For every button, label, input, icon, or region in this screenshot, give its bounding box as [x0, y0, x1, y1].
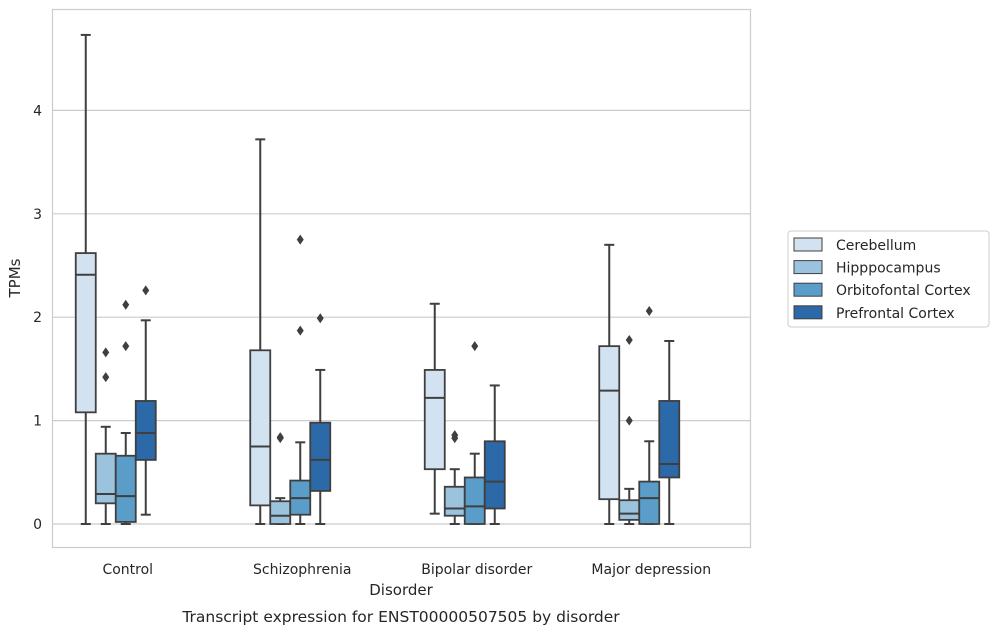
- x-tick-label: Control: [102, 562, 153, 578]
- outlier-point: [471, 341, 479, 352]
- x-tick-label: Major depression: [591, 562, 711, 578]
- box-body: [249, 349, 272, 507]
- y-tick-label: 3: [33, 207, 42, 223]
- box-series: [74, 33, 681, 525]
- plot-area-border: [51, 8, 752, 549]
- legend-label: Hipppocampus: [836, 261, 941, 277]
- box: [638, 305, 661, 525]
- outlier-point: [276, 432, 284, 443]
- x-tick-label: Bipolar disorder: [421, 562, 532, 578]
- outlier-point: [316, 313, 324, 324]
- legend-swatch: [793, 305, 823, 320]
- box-body: [114, 454, 137, 523]
- box-body: [423, 369, 446, 471]
- outlier-point: [102, 372, 110, 383]
- box: [658, 339, 681, 525]
- box-body: [309, 421, 332, 492]
- series-0: [74, 33, 621, 525]
- box-body: [638, 480, 661, 525]
- legend-label: Orbitofontal Cortex: [836, 283, 971, 299]
- box: [249, 138, 272, 525]
- legend-label: Prefrontal Cortex: [836, 306, 955, 322]
- legend: Cerebellum Hipppocampus Orbitofontal Corte…: [787, 230, 990, 328]
- box-body: [74, 252, 97, 414]
- outlier-point: [296, 234, 304, 245]
- outlier-point: [625, 334, 633, 345]
- y-tick-label: 1: [33, 414, 42, 430]
- outlier-point: [122, 341, 130, 352]
- legend-swatch: [793, 282, 823, 297]
- box: [74, 33, 97, 525]
- y-tick-label: 0: [33, 517, 42, 533]
- outlier-point: [451, 430, 459, 441]
- box-body: [483, 440, 506, 510]
- series-3: [134, 285, 681, 525]
- box-body: [658, 400, 681, 479]
- x-axis-label: Disorder: [369, 581, 433, 599]
- legend-swatch: [793, 260, 823, 275]
- x-axis: Control Schizophrenia Bipolar disorder Majo…: [102, 562, 711, 578]
- box: [114, 299, 137, 525]
- legend-label: Cerebellum: [836, 238, 916, 254]
- chart-caption: Transcript expression for ENST0000050750…: [181, 608, 620, 626]
- box-body: [463, 476, 486, 525]
- outlier-point: [645, 305, 653, 316]
- series-2: [114, 234, 661, 525]
- outlier-point: [142, 285, 150, 296]
- box: [598, 243, 621, 525]
- outlier-point: [122, 299, 130, 310]
- box: [309, 313, 332, 525]
- y-axis: 0 1 2 3 4: [33, 103, 42, 533]
- outlier-point: [296, 325, 304, 336]
- y-axis-label: TPMs: [6, 258, 24, 298]
- box: [463, 341, 486, 525]
- box: [483, 384, 506, 525]
- legend-frame: [787, 230, 990, 328]
- box-body: [94, 452, 117, 505]
- box-body: [618, 499, 641, 521]
- y-tick-label: 2: [33, 310, 42, 326]
- box: [94, 347, 117, 525]
- series-1: [94, 334, 641, 525]
- x-tick-label: Schizophrenia: [253, 562, 351, 578]
- legend-swatch: [793, 237, 823, 252]
- outlier-point: [625, 415, 633, 426]
- box-body: [269, 500, 292, 525]
- box: [134, 285, 157, 516]
- box-body: [598, 345, 621, 501]
- box-body: [443, 485, 466, 517]
- box: [423, 302, 446, 515]
- box: [289, 234, 312, 525]
- box: [618, 334, 641, 525]
- outlier-point: [102, 347, 110, 358]
- y-tick-label: 4: [33, 103, 42, 119]
- box-body: [134, 400, 157, 461]
